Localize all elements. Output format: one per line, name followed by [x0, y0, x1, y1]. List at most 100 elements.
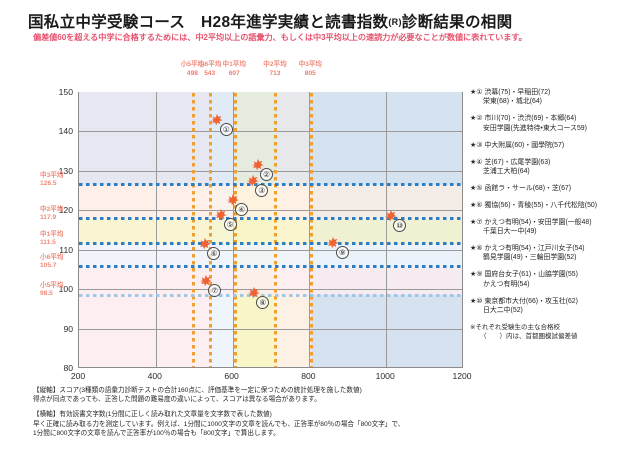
- top-marker-value: 543: [204, 69, 216, 77]
- horizontal-band-4: [79, 266, 462, 296]
- footnote-line-2-2: 早く正確に読み取る力を測定しています。例えば、1分間に1000文字の文章を読んで…: [33, 420, 405, 428]
- href-line-小6平均-105.7: [79, 265, 462, 269]
- y-tick-150: 150: [58, 87, 73, 97]
- legend-marker-9: ★⑨: [470, 271, 485, 279]
- left-marker-小5平均: 小5平均 98.5: [40, 282, 63, 299]
- legend-marker-7: ★⑦: [470, 218, 485, 226]
- left-marker-value: 117.9: [40, 213, 57, 221]
- left-marker-value: 105.7: [40, 262, 57, 270]
- page-subtitle: 偏差値60を超える中学に合格するためには、中2平均以上の語彙力、もしくは中3平均…: [33, 33, 527, 42]
- top-marker-label: 中2平均: [263, 61, 287, 68]
- horizontal-band-3: [79, 243, 462, 267]
- legend-item-6: ★⑥ 獨協(56)・青稜(55)・八千代松陰(50): [470, 201, 638, 210]
- href-line-中1平均-111.5: [79, 242, 462, 246]
- data-point-label-③: ③: [255, 183, 269, 197]
- href-line-小5平均-98.5: [79, 293, 462, 297]
- legend-schools-line2: 栄東(68)・城北(64): [483, 98, 542, 106]
- top-marker-value: 805: [304, 69, 316, 77]
- school-legend: ★① 渋幕(75)・早稲田(72) 栄東(68)・城北(64) ★② 市川(70)・…: [470, 88, 638, 341]
- legend-schools-line2: 安田学園(先進特待•東大コース59): [483, 124, 587, 132]
- left-marker-value: 98.5: [40, 290, 53, 298]
- footnote-line-1-1: 【縦軸】スコア(3種類の語彙力診断テストの合計160点に、評価基準を一定に保つた…: [33, 387, 362, 394]
- top-marker-value: 607: [228, 69, 240, 77]
- x-tick-600: 600: [224, 371, 239, 381]
- data-point-star-⑥: [198, 237, 212, 251]
- data-point-label-⑩: ⑩: [393, 219, 407, 233]
- x-tick-200: 200: [70, 371, 86, 381]
- left-marker-label: 中1平均: [40, 230, 64, 238]
- footnote-line-2-3: 1分間に800文字の文章を読んで正答率が100％の場合も「800文字」で算出しま…: [33, 429, 280, 437]
- legend-item-9: ★⑨ 国府台女子(61)・山脇学園(55) かえつ有明(54): [470, 270, 638, 289]
- top-marker-value: 713: [269, 69, 281, 77]
- gridline-y-90: [79, 328, 462, 330]
- footnote-line-1-2: 得点が同点であっても、正答した問題の難易度の違いによって、スコアは異なる場合があ…: [33, 396, 321, 404]
- legend-schools-line1: 中大附属(60)・國學院(57): [484, 141, 565, 149]
- legend-marker-10: ★⑩: [470, 297, 485, 305]
- gridline-y-100: [79, 289, 462, 291]
- left-marker-value: 126.5: [40, 180, 57, 188]
- legend-schools-line1: 国府台女子(61)・山脇学園(55): [484, 271, 578, 279]
- data-point-label-⑧: ⑧: [256, 296, 270, 310]
- gridline-x-1000: [386, 92, 388, 367]
- page-title: 国私立中学受験コース H28年進学実績と読書指数(R)診断結果の相関: [28, 10, 512, 32]
- legend-marker-5: ★⑤: [470, 184, 485, 192]
- legend-schools-line1: かえつ有明(54)・安田学園(一般48): [484, 218, 592, 226]
- left-marker-value: 111.5: [40, 239, 56, 247]
- legend-schools-line1: 獨協(56)・青稜(55)・八千代松陰(50): [484, 201, 598, 209]
- legend-marker-1: ★①: [470, 89, 485, 96]
- data-point-label-⑥: ⑥: [207, 246, 221, 260]
- left-marker-中2平均: 中2平均 117.9: [40, 206, 63, 223]
- data-point-star-④: [226, 193, 240, 207]
- vref-line-小5平均-498: [191, 92, 195, 367]
- data-point-star-⑩: [384, 209, 398, 223]
- legend-note-line2: （ ）内は、首都圏模試偏差値: [480, 332, 578, 340]
- legend-note-line1: ※それぞれ受験生の主な合格校: [470, 323, 560, 331]
- left-marker-label: 中2平均: [40, 205, 64, 213]
- left-marker-label: 中3平均: [40, 171, 64, 179]
- left-marker-label: 小5平均: [40, 282, 64, 290]
- footnotes: 【縦軸】スコア(3種類の語彙力診断テストの合計160点に、評価基準を一定に保つた…: [33, 386, 503, 444]
- data-point-star-⑤: [214, 208, 228, 222]
- vref-line-小6平均-543: [209, 92, 213, 367]
- top-marker-label: 小6平均: [197, 61, 222, 68]
- legend-schools-line2: 芝浦工大柏(64): [483, 167, 530, 175]
- horizontal-band-1: [79, 184, 462, 219]
- legend-note: ※それぞれ受験生の主な合格校（ ）内は、首都圏模試偏差値: [470, 323, 638, 341]
- y-tick-100: 100: [58, 284, 73, 295]
- vref-line-中2平均-713: [274, 92, 278, 367]
- left-marker-小6平均: 小6平均 105.7: [40, 254, 63, 271]
- footnote-block-2: 【横軸】有効読書文字数(1分間に正しく読み取れた文章量を文字数で表した数値) 早く…: [33, 410, 503, 438]
- y-tick-130: 130: [58, 165, 73, 176]
- legend-schools-line2: 日大二中(52): [483, 307, 523, 314]
- left-marker-中1平均: 中1平均 111.5: [40, 231, 63, 248]
- legend-item-4: ★④ 芝(67)・広尾学園(63) 芝浦工大柏(64): [470, 158, 638, 177]
- legend-item-10: ★⑩ 東京都市大付(66)・攻玉社(62) 日大二中(52): [470, 297, 638, 316]
- legend-schools-line1: 市川(70)・渋渋(69)・本郷(64): [484, 115, 577, 123]
- data-point-label-⑤: ⑤: [223, 218, 237, 232]
- top-marker-中1平均: 中1平均 607: [212, 61, 256, 78]
- top-marker-中2平均: 中2平均 713: [253, 61, 297, 78]
- y-tick-140: 140: [58, 126, 73, 137]
- data-point-star-③: [246, 174, 260, 188]
- data-point-star-①: [210, 113, 224, 127]
- y-tick-110: 110: [59, 244, 73, 255]
- registered-mark: (R): [388, 17, 402, 27]
- footnote-line-2-1: 【横軸】有効読書文字数(1分間に正しく読み取れた文章量を文字数で表した数値): [33, 411, 272, 419]
- y-tick-90: 90: [63, 323, 73, 334]
- legend-item-1: ★① 渋幕(75)・早稲田(72) 栄東(68)・城北(64): [470, 88, 638, 107]
- href-line-中3平均-126.5: [79, 183, 462, 187]
- page-title-tail: 診断結果の相関: [401, 14, 513, 31]
- vref-line-中3平均-805: [309, 92, 313, 367]
- page-title-main: 国私立中学受験コース H28年進学実績と読書指数: [28, 14, 389, 31]
- x-tick-1000: 1000: [375, 371, 395, 381]
- x-tick-1200: 1200: [452, 371, 472, 381]
- top-marker-value: 498: [186, 69, 198, 77]
- legend-schools-line1: 函館ラ・サール(68)・芝(67): [484, 184, 572, 192]
- top-marker-小6平均: 小6平均 543: [188, 61, 232, 78]
- vref-line-中1平均-607: [233, 92, 237, 367]
- legend-schools-line1: 渋幕(75)・早稲田(72): [484, 89, 551, 96]
- legend-item-5: ★⑤ 函館ラ・サール(68)・芝(67): [470, 184, 638, 193]
- legend-item-7: ★⑦ かえつ有明(54)・安田学園(一般48) 千葉日大一中(49): [470, 218, 638, 237]
- legend-schools-line2: かえつ有明(54): [483, 280, 530, 288]
